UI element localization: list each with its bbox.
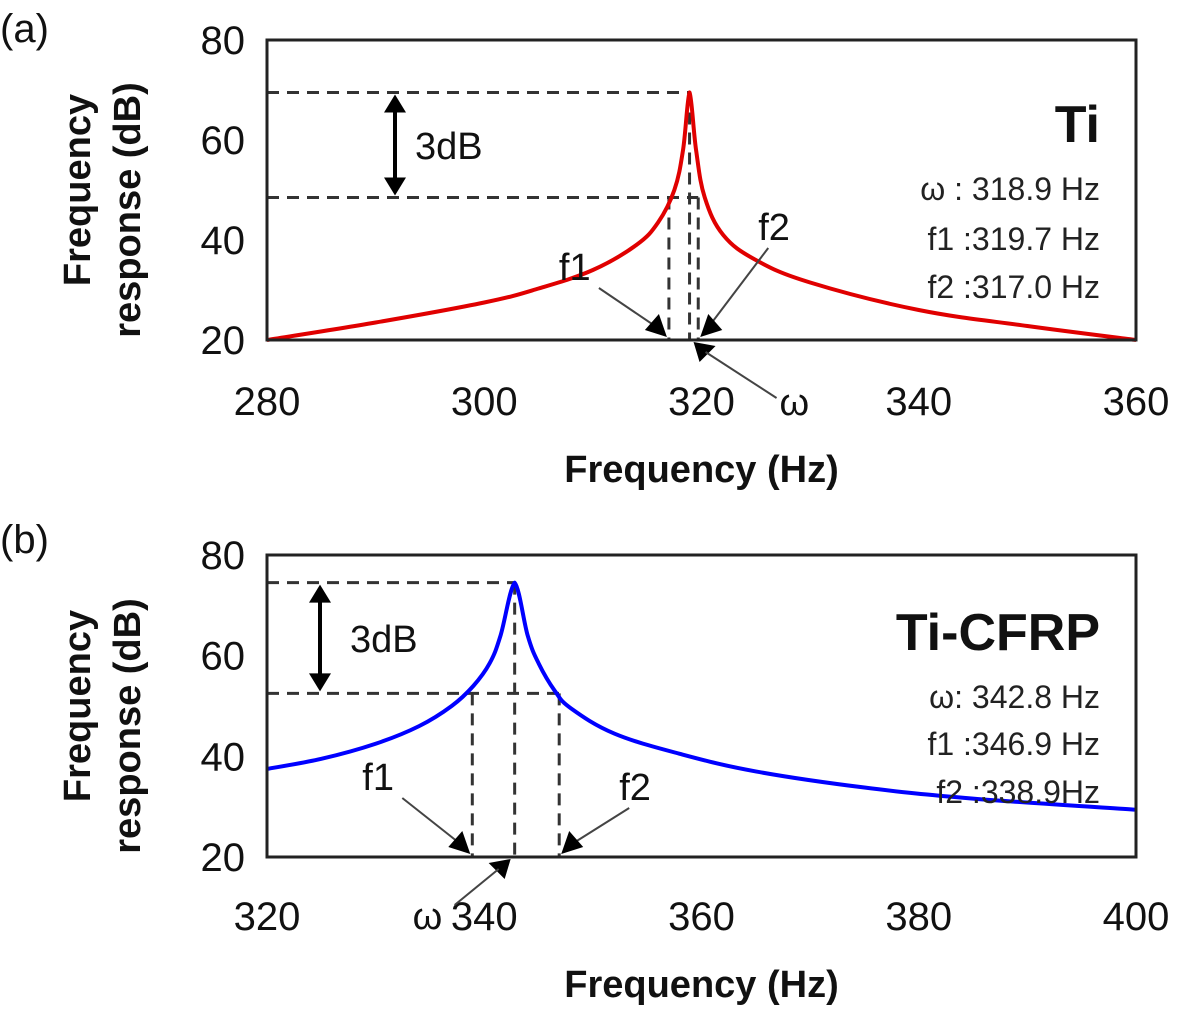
omega-pointer-head xyxy=(488,859,511,879)
x-tick-label: 340 xyxy=(885,380,952,424)
y-tick-label: 80 xyxy=(201,19,246,63)
f2-annotation: f2 xyxy=(619,767,651,809)
f2-annotation: f2 xyxy=(758,207,790,249)
x-tick-label: 400 xyxy=(1103,895,1170,939)
omega-pointer-head xyxy=(693,342,716,362)
x-tick-label: 380 xyxy=(885,895,952,939)
omega-annotation: ω xyxy=(780,382,810,424)
x-tick-label: 300 xyxy=(451,380,518,424)
band-arrow-down-head xyxy=(384,177,406,196)
panel-b: (b) 20 40 60 80 320 340 360 380 400 Frequency (Hz)… xyxy=(0,518,1169,1006)
x-axis-label: Frequency (Hz) xyxy=(564,964,838,1006)
material-title: Ti-CFRP xyxy=(896,604,1100,662)
y-tick-label: 80 xyxy=(201,534,246,578)
band-label: 3dB xyxy=(350,619,418,661)
band-label: 3dB xyxy=(415,126,483,168)
y-axis-label-line1: Frequency xyxy=(57,94,99,286)
x-tick-label: 360 xyxy=(668,895,735,939)
y-tick-label: 60 xyxy=(201,635,246,679)
f2-pointer xyxy=(705,247,770,331)
series-line-ti xyxy=(266,90,1137,342)
y-axis-label-line2: response (dB) xyxy=(107,82,149,337)
x-tick-label: 280 xyxy=(234,380,301,424)
panel-label: (a) xyxy=(0,7,49,51)
plot-frame xyxy=(265,553,1138,859)
info-line: f1 :319.7 Hz xyxy=(927,221,1100,257)
x-tick-label: 360 xyxy=(1103,380,1170,424)
f2-pointer xyxy=(566,807,630,848)
omega-annotation: ω xyxy=(413,896,443,938)
info-line: ω : 318.9 Hz xyxy=(920,171,1100,207)
f1-pointer xyxy=(598,287,662,331)
x-axis-label: Frequency (Hz) xyxy=(564,449,838,491)
info-line: f1 :346.9 Hz xyxy=(927,726,1100,762)
band-arrow-up-head xyxy=(384,94,406,113)
material-title: Ti xyxy=(1055,96,1100,154)
x-tick-label: 320 xyxy=(234,895,301,939)
y-tick-label: 60 xyxy=(201,119,246,163)
y-tick-label: 20 xyxy=(201,836,246,880)
omega-pointer xyxy=(454,868,500,906)
f1-pointer xyxy=(401,797,465,848)
band-arrow-down-head xyxy=(309,673,331,692)
x-tick-label: 340 xyxy=(451,895,518,939)
y-axis-label-line2: response (dB) xyxy=(107,598,149,853)
y-axis-label-line1: Frequency xyxy=(57,610,99,802)
f1-annotation: f1 xyxy=(559,247,591,289)
x-tick-label: 320 xyxy=(668,380,735,424)
series-line-ti-cfrp xyxy=(266,580,1137,812)
info-line: ω: 342.8 Hz xyxy=(929,679,1100,715)
y-tick-label: 40 xyxy=(201,735,246,779)
plot-frame xyxy=(265,38,1138,342)
info-line: f2 :338.9Hz xyxy=(936,774,1100,810)
panel-a: (a) 20 40 60 80 280 300 320 340 360 Frequency (Hz)… xyxy=(0,7,1169,491)
band-arrow-up-head xyxy=(309,584,331,603)
f1-annotation: f1 xyxy=(362,757,394,799)
f2-pointer-head xyxy=(561,831,584,854)
y-tick-label: 20 xyxy=(201,319,246,363)
y-tick-label: 40 xyxy=(201,219,246,263)
f1-pointer-head xyxy=(644,314,667,337)
panel-label: (b) xyxy=(0,518,49,562)
f1-pointer-head xyxy=(448,831,471,854)
f2-pointer-head xyxy=(700,314,723,337)
omega-pointer xyxy=(705,351,778,399)
info-line: f2 :317.0 Hz xyxy=(927,269,1100,305)
